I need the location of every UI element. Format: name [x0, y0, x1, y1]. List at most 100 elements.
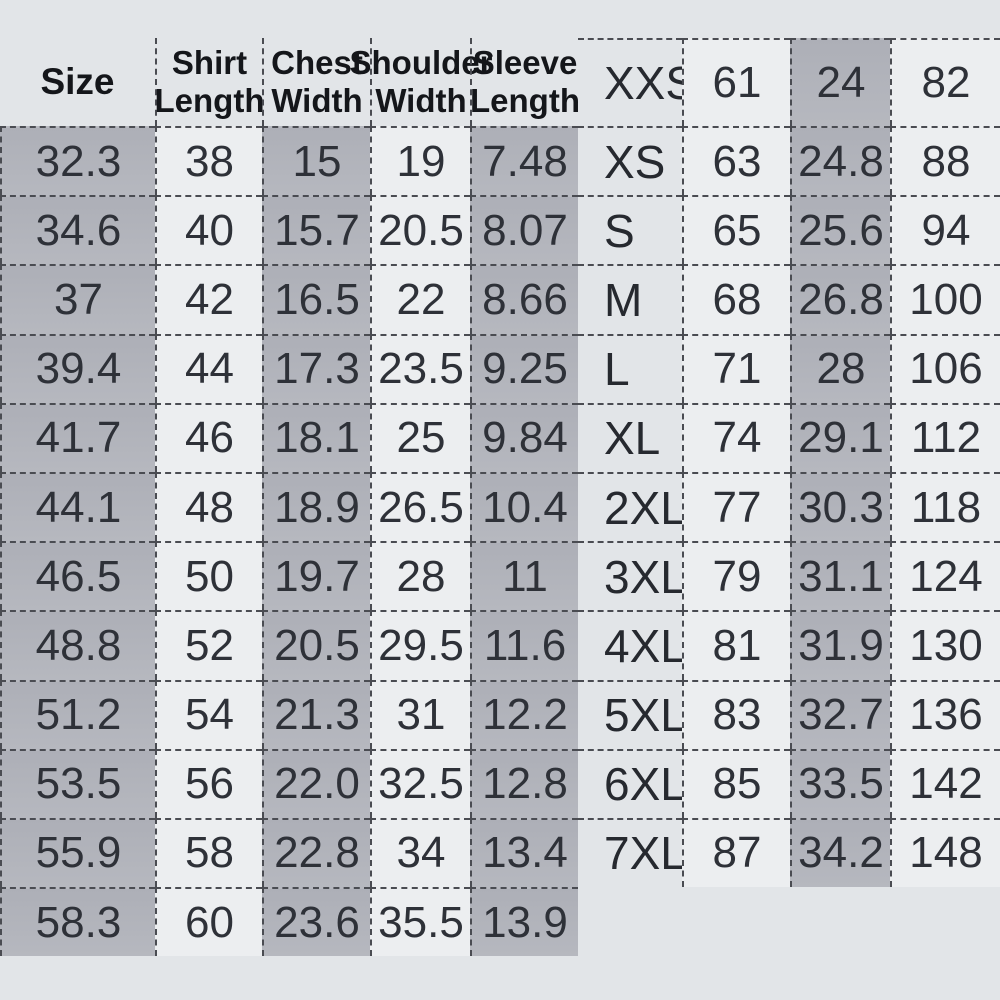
value-shirt-length-inch: 24	[790, 38, 890, 126]
value-sleeve-length-inch: 12.2	[470, 679, 578, 749]
value-shoulder-width-cm: 50	[155, 541, 262, 611]
header-line-2: Width	[375, 82, 467, 119]
value-shirt-length-inch: 29.1	[790, 402, 890, 472]
value-shoulder-width-cm: 46	[155, 402, 262, 472]
value-shirt-length-inch: 31.1	[790, 541, 890, 611]
value-shoulder-width-inch: 19.7	[262, 541, 370, 611]
size-label: M	[578, 264, 682, 333]
value-shirt-length-cm: 81	[682, 610, 790, 680]
value-sleeve-length-cm: 26.5	[370, 471, 470, 542]
value-shoulder-width-inch: 17.3	[262, 333, 370, 403]
size-label: L	[578, 333, 682, 403]
size-label: 5XL	[578, 679, 686, 749]
value-shoulder-width-cm: 40	[155, 195, 262, 265]
value-shirt-length-cm: 79	[682, 541, 790, 611]
value-shoulder-width-cm: 38	[155, 126, 262, 196]
column-header-sleeve-length: Sleeve Length	[470, 38, 580, 126]
value-shirt-length-cm: 63	[682, 126, 790, 196]
value-chest-width-inch: 51.2	[0, 679, 155, 749]
value-shirt-length-inch: 25.6	[790, 195, 890, 265]
value-shirt-length-inch: 33.5	[790, 748, 890, 818]
value-chest-width-cm: 106	[890, 333, 1000, 403]
value-chest-width-cm: 88	[890, 126, 1000, 196]
value-shirt-length-inch: 26.8	[790, 264, 890, 334]
value-shoulder-width-inch: 22.8	[262, 817, 370, 888]
value-chest-width-inch: 34.6	[0, 195, 155, 265]
value-shirt-length-cm: 61	[682, 38, 790, 126]
value-chest-width-cm: 148	[890, 817, 1000, 888]
value-sleeve-length-cm: 19	[370, 126, 470, 196]
value-sleeve-length-cm: 25	[370, 402, 470, 472]
value-sleeve-length-cm: 31	[370, 679, 470, 749]
size-label: S	[578, 195, 682, 264]
value-sleeve-length-cm: 34	[370, 817, 470, 888]
value-chest-width-inch: 44.1	[0, 471, 155, 542]
value-sleeve-length-cm: 29.5	[370, 610, 470, 680]
value-shirt-length-cm: 83	[682, 679, 790, 749]
header-line-1: Shoulder	[349, 43, 493, 81]
value-shoulder-width-cm: 42	[155, 264, 262, 334]
column-header-chest-width: Chest Width	[262, 38, 370, 126]
value-shoulder-width-inch: 23.6	[262, 887, 370, 957]
value-shoulder-width-inch: 21.3	[262, 679, 370, 749]
value-chest-width-inch: 37	[0, 264, 155, 334]
value-chest-width-inch: 46.5	[0, 541, 155, 611]
value-shirt-length-cm: 87	[682, 817, 790, 888]
value-sleeve-length-inch: 13.4	[470, 817, 578, 888]
value-shirt-length-inch: 31.9	[790, 610, 890, 680]
value-chest-width-inch: 32.3	[0, 126, 155, 196]
value-chest-width-cm: 136	[890, 679, 1000, 749]
size-label: 6XL	[578, 748, 686, 818]
header-line-1: Shirt	[171, 43, 248, 81]
value-chest-width-inch: 39.4	[0, 333, 155, 403]
column-header-shirt-length: Shirt Length	[154, 38, 265, 126]
value-shirt-length-inch: 32.7	[790, 679, 890, 749]
value-sleeve-length-inch: 8.07	[470, 195, 578, 265]
value-chest-width-inch: 55.9	[0, 817, 155, 888]
size-label: 7XL	[578, 817, 686, 887]
size-label: XS	[578, 126, 682, 195]
value-chest-width-cm: 124	[890, 541, 1000, 611]
value-shoulder-width-inch: 16.5	[262, 264, 370, 334]
value-shirt-length-inch: 30.3	[790, 471, 890, 542]
value-chest-width-cm: 112	[890, 402, 1000, 472]
value-shoulder-width-cm: 58	[155, 817, 262, 888]
size-label: 2XL	[578, 471, 686, 541]
value-chest-width-inch: 58.3	[0, 887, 155, 957]
value-shirt-length-cm: 85	[682, 748, 790, 818]
value-shirt-length-cm: 74	[682, 402, 790, 472]
value-sleeve-length-inch: 11	[470, 541, 578, 611]
value-shoulder-width-cm: 54	[155, 679, 262, 749]
value-sleeve-length-cm: 28	[370, 541, 470, 611]
value-shirt-length-cm: 68	[682, 264, 790, 334]
column-header-shoulder-width: Shoulder Width	[350, 38, 493, 126]
value-chest-width-cm: 82	[890, 38, 1000, 126]
value-chest-width-cm: 142	[890, 748, 1000, 818]
value-sleeve-length-cm: 23.5	[370, 333, 470, 403]
value-shirt-length-inch: 34.2	[790, 817, 890, 888]
header-line-1: Chest	[271, 43, 363, 81]
value-shirt-length-cm: 71	[682, 333, 790, 403]
value-shirt-length-cm: 77	[682, 471, 790, 542]
value-chest-width-inch: 41.7	[0, 402, 155, 472]
value-sleeve-length-cm: 22	[370, 264, 470, 334]
value-shoulder-width-inch: 15	[262, 126, 370, 196]
header-line-2: Length	[154, 82, 265, 119]
value-sleeve-length-inch: 9.25	[470, 333, 578, 403]
value-shoulder-width-cm: 48	[155, 471, 262, 542]
header-line-2: Length	[470, 82, 580, 119]
value-sleeve-length-inch: 8.66	[470, 264, 578, 334]
value-sleeve-length-inch: 12.8	[470, 748, 578, 818]
value-chest-width-cm: 94	[890, 195, 1000, 265]
size-label: XXS	[578, 38, 696, 126]
value-chest-width-inch: 53.5	[0, 748, 155, 818]
size-label: 3XL	[578, 541, 686, 610]
value-chest-width-cm: 118	[890, 471, 1000, 542]
size-label: 4XL	[578, 610, 686, 679]
value-shirt-length-inch: 24.8	[790, 126, 890, 196]
value-sleeve-length-cm: 32.5	[370, 748, 470, 818]
value-chest-width-inch: 48.8	[0, 610, 155, 680]
value-sleeve-length-inch: 11.6	[470, 610, 578, 680]
value-sleeve-length-cm: 35.5	[370, 887, 470, 957]
value-shoulder-width-cm: 60	[155, 887, 262, 957]
